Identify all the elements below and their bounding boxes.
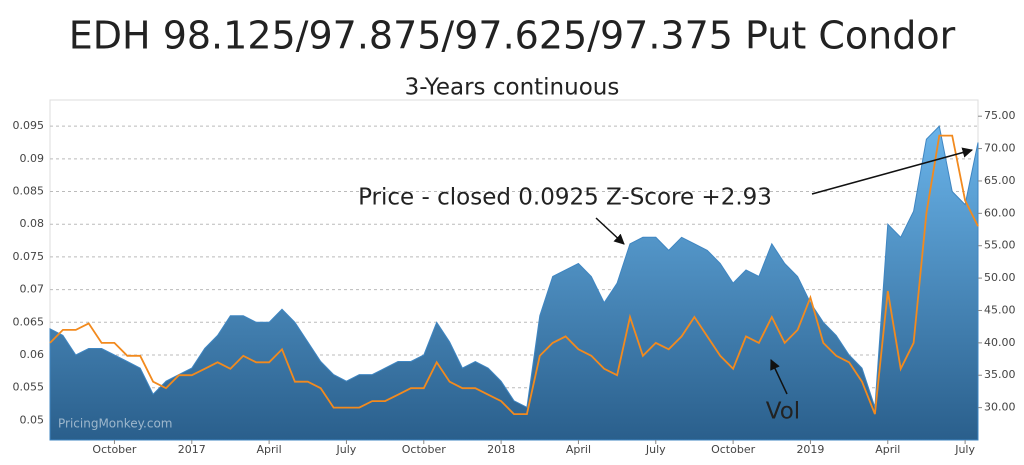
y-tick-label: 0.085	[13, 185, 45, 198]
y2-tick-label: 75.00	[984, 109, 1016, 122]
x-tick-label: July	[645, 443, 666, 456]
y2-tick-label: 55.00	[984, 239, 1016, 252]
price-area	[49, 125, 979, 441]
x-tick-label: April	[566, 443, 591, 456]
x-tick-label: 2018	[487, 443, 515, 456]
arrow	[811, 147, 974, 195]
x-tick-label: October	[402, 443, 446, 456]
y2-tick-label: 70.00	[984, 142, 1016, 155]
x-tick-label: July	[954, 443, 975, 456]
y-tick-label: 0.06	[20, 348, 45, 361]
y2-tick-label: 60.00	[984, 206, 1016, 219]
x-tick-label: October	[711, 443, 755, 456]
y-tick-label: 0.075	[13, 250, 45, 263]
x-tick-label: 2017	[178, 443, 206, 456]
chart-subtitle: 3-Years continuous	[405, 75, 620, 101]
x-tick-label: April	[875, 443, 900, 456]
y2-tick-label: 30.00	[984, 401, 1016, 414]
y2-tick-label: 35.00	[984, 368, 1016, 381]
y2-tick-label: 50.00	[984, 271, 1016, 284]
y-tick-label: 0.07	[20, 283, 45, 296]
x-tick-label: July	[336, 443, 357, 456]
y2-tick-label: 65.00	[984, 174, 1016, 187]
vol-line	[49, 134, 979, 415]
y-tick-label: 0.095	[13, 119, 45, 132]
vol-annotation: Vol	[766, 399, 800, 425]
y2-tick-label: 45.00	[984, 303, 1016, 316]
chart-title: EDH 98.125/97.875/97.625/97.375 Put Cond…	[69, 14, 956, 58]
x-tick-label: April	[257, 443, 282, 456]
price-annotation: Price - closed 0.0925 Z-Score +2.93	[358, 185, 772, 211]
watermark: PricingMonkey.com	[58, 417, 173, 431]
arrow	[770, 359, 788, 395]
y-tick-label: 0.08	[20, 217, 45, 230]
y-tick-label: 0.05	[20, 413, 45, 426]
x-tick-label: 2019	[796, 443, 824, 456]
y-tick-label: 0.065	[13, 315, 45, 328]
arrow	[595, 217, 625, 245]
y-tick-label: 0.09	[20, 152, 45, 165]
y2-tick-label: 40.00	[984, 336, 1016, 349]
x-tick-label: October	[92, 443, 136, 456]
y-tick-label: 0.055	[13, 381, 45, 394]
